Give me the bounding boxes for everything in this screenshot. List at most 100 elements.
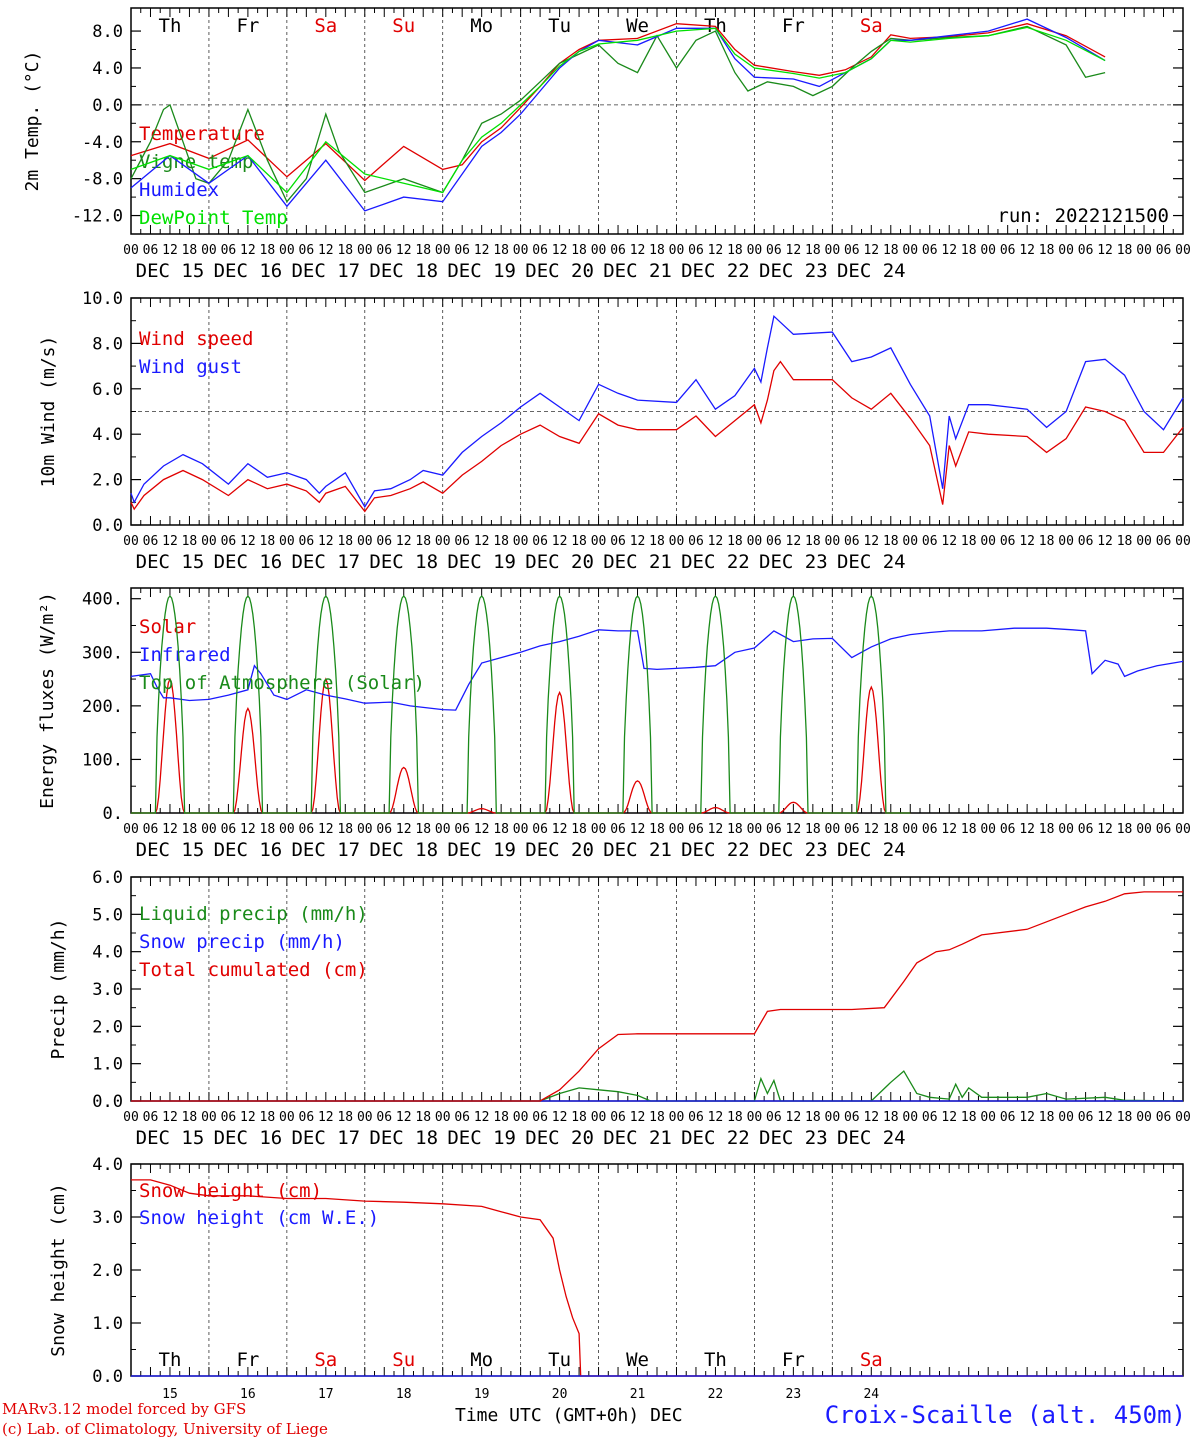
hour-tick-label: 12 (396, 534, 412, 549)
hour-tick-label: 18 (260, 243, 276, 258)
hour-tick-label: 00 (980, 822, 996, 837)
weekday-label: Mo (470, 1349, 493, 1371)
hour-tick-label: 18 (1117, 1110, 1133, 1125)
hour-tick-label: 18 (182, 1110, 198, 1125)
hour-tick-label: 12 (941, 243, 957, 258)
date-label: DEC 17 (291, 839, 360, 861)
hour-tick-label: 12 (474, 534, 490, 549)
y-tick-label: 0.0 (92, 96, 123, 116)
hour-tick-label: 06 (1156, 534, 1172, 549)
date-label: DEC 22 (681, 1127, 750, 1149)
hour-tick-label: 06 (766, 243, 782, 258)
hour-tick-label: 12 (941, 534, 957, 549)
hour-tick-label: 06 (143, 1110, 159, 1125)
day-number-label: 23 (786, 1387, 802, 1400)
hour-tick-label: 06 (376, 822, 392, 837)
hour-tick-label: 18 (415, 1110, 431, 1125)
hour-tick-label: 12 (708, 1110, 724, 1125)
y-axis-label: Energy fluxes (W/m²) (37, 592, 58, 809)
date-label: DEC 17 (291, 260, 360, 282)
hour-tick-label: 12 (786, 243, 802, 258)
y-tick-label: 200. (82, 697, 123, 717)
hour-tick-label: 18 (415, 243, 431, 258)
series-line (131, 1070, 1184, 1102)
weekday-label: Tu (548, 15, 571, 37)
hour-tick-label: 12 (396, 1110, 412, 1125)
date-label: DEC 20 (525, 839, 594, 861)
hour-tick-label: 00 (1136, 534, 1152, 549)
date-label: DEC 18 (369, 1127, 438, 1149)
date-label: DEC 19 (447, 839, 516, 861)
hour-tick-label: 18 (337, 822, 353, 837)
hour-tick-label: 12 (162, 822, 178, 837)
series-line (130, 26, 1106, 194)
hour-tick-label: 12 (863, 243, 879, 258)
hour-tick-label: 00 (825, 243, 841, 258)
hour-tick-label: 06 (532, 243, 548, 258)
weekday-label: We (626, 1349, 649, 1371)
hour-tick-label: 06 (454, 534, 470, 549)
hour-tick-label: 12 (1097, 243, 1113, 258)
hour-tick-label: 12 (708, 534, 724, 549)
hour-tick-label: 18 (727, 1110, 743, 1125)
legend-entry: Liquid precip (mm/h) (139, 903, 368, 925)
hour-tick-label: 00 (980, 1110, 996, 1125)
hour-tick-label: 18 (571, 243, 587, 258)
hour-tick-label: 12 (863, 822, 879, 837)
hour-tick-label: 06 (143, 534, 159, 549)
date-label: DEC 24 (837, 551, 906, 573)
date-label: DEC 18 (369, 839, 438, 861)
hour-tick-label: 06 (221, 243, 237, 258)
hour-tick-label: 12 (1019, 534, 1035, 549)
date-label: DEC 21 (603, 1127, 672, 1149)
y-tick-label: 300. (82, 643, 123, 663)
hour-tick-label: 06 (376, 534, 392, 549)
date-label: DEC 16 (214, 260, 283, 282)
y-tick-label: 2.0 (92, 1017, 123, 1037)
hour-tick-label: 12 (318, 1110, 334, 1125)
hour-tick-label: 12 (396, 822, 412, 837)
hour-tick-label: 12 (474, 822, 490, 837)
hour-tick-label: 12 (240, 1110, 256, 1125)
hour-tick-label: 18 (182, 243, 198, 258)
hour-tick-label: 06 (454, 243, 470, 258)
hour-tick-label: 06 (532, 822, 548, 837)
hour-tick-label: 00 (669, 534, 685, 549)
hour-tick-label: 12 (552, 1110, 568, 1125)
series-line (130, 627, 1184, 711)
legend-entry: Infrared (139, 644, 231, 666)
weekday-label: Fr (236, 15, 259, 37)
hour-tick-label: 06 (376, 243, 392, 258)
hour-tick-label: 18 (337, 534, 353, 549)
hour-tick-label: 06 (299, 534, 315, 549)
hour-tick-label: 00 (357, 243, 373, 258)
hour-tick-label: 00 (1175, 534, 1191, 549)
hour-tick-label: 12 (162, 534, 178, 549)
legend-entry: Snow height (cm W.E.) (139, 1207, 379, 1229)
day-number-label: 18 (396, 1387, 412, 1400)
hour-tick-label: 06 (299, 822, 315, 837)
date-label: DEC 16 (214, 1127, 283, 1149)
weekday-label: Su (392, 1349, 415, 1371)
hour-tick-label: 06 (532, 534, 548, 549)
hour-tick-label: 00 (201, 534, 217, 549)
weekday-label: Sa (860, 15, 883, 37)
hour-tick-label: 12 (318, 534, 334, 549)
hour-tick-label: 06 (221, 1110, 237, 1125)
hour-tick-label: 00 (591, 243, 607, 258)
series-line (131, 594, 911, 814)
hour-tick-label: 06 (688, 534, 704, 549)
hour-tick-label: 18 (961, 1110, 977, 1125)
date-label: DEC 16 (214, 551, 283, 573)
hour-tick-label: 06 (221, 822, 237, 837)
hour-tick-label: 06 (1156, 822, 1172, 837)
meteogram-svg: -12.0-8.0-4.00.04.08.02m Temp. (°C)00 06 1… (22, 7, 1191, 1402)
weekday-label: Sa (314, 1349, 337, 1371)
day-number-label: 19 (474, 1387, 490, 1400)
hour-tick-label: 00 (357, 534, 373, 549)
hour-tick-label: 12 (162, 1110, 178, 1125)
hour-tick-label: 00 (747, 1110, 763, 1125)
hour-tick-label: 06 (922, 534, 938, 549)
y-tick-label: -8.0 (82, 170, 123, 190)
